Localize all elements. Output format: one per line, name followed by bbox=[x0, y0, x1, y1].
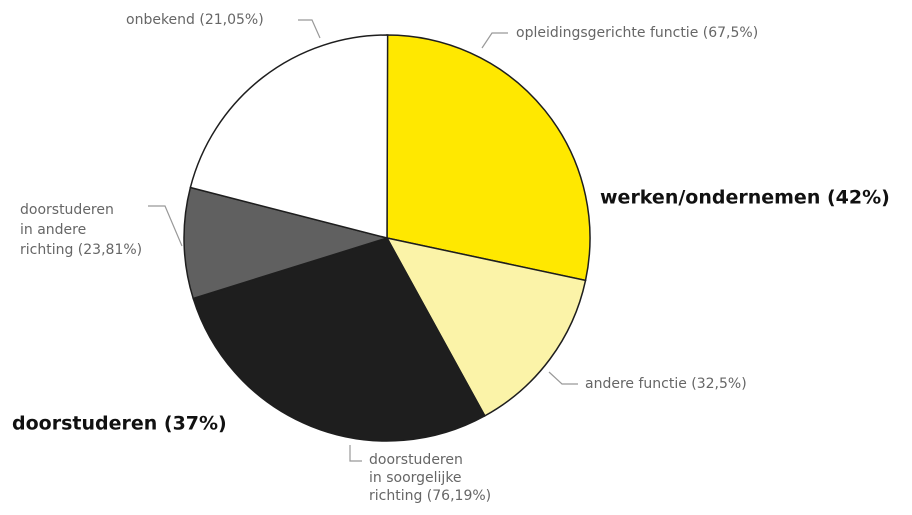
group-label: doorstuderen (37%) bbox=[12, 413, 227, 435]
pie-slice bbox=[385, 236, 587, 417]
leader-line bbox=[148, 205, 183, 247]
slice-label: in andere bbox=[20, 222, 86, 238]
slice-label: richting (76,19%) bbox=[369, 488, 491, 504]
leader-line bbox=[481, 32, 508, 49]
slice-label: onbekend (21,05%) bbox=[126, 12, 264, 28]
slice-label: opleidingsgerichte functie (67,5%) bbox=[516, 25, 758, 41]
leader-line bbox=[548, 371, 578, 385]
pie bbox=[183, 34, 591, 442]
slice-label: richting (23,81%) bbox=[20, 242, 142, 258]
slice-label: andere functie (32,5%) bbox=[585, 376, 747, 392]
slice-label: doorstuderen bbox=[369, 452, 463, 468]
slice-label: in soorgelijke bbox=[369, 470, 462, 486]
slice-label: doorstuderen bbox=[20, 202, 114, 218]
leader-line bbox=[349, 445, 362, 462]
pie-slice bbox=[192, 237, 486, 442]
pie-slice bbox=[189, 34, 389, 239]
group-label: werken/ondernemen (42%) bbox=[600, 187, 890, 209]
leader-line bbox=[298, 19, 321, 39]
pie-slice bbox=[183, 186, 390, 300]
pie-slice bbox=[386, 34, 591, 282]
